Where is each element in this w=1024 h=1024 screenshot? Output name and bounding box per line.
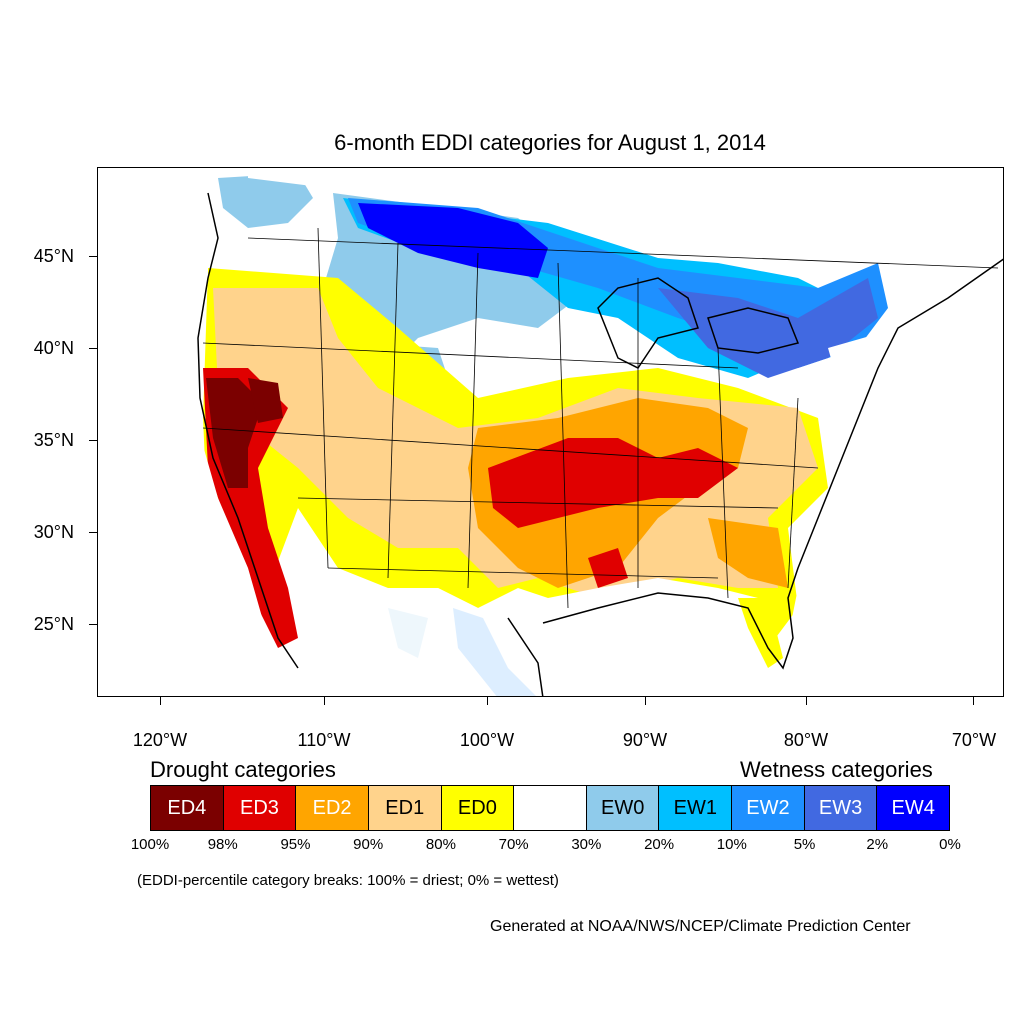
- legend-box-ed3: ED3: [223, 786, 297, 830]
- lat-tick: [89, 532, 97, 533]
- legend-box-ed1: ED1: [368, 786, 442, 830]
- drought-ed4-nv: [248, 378, 283, 423]
- lat-tick: [89, 624, 97, 625]
- map-title: 6-month EDDI categories for August 1, 20…: [334, 130, 766, 155]
- percentile-label: 10%: [716, 836, 747, 853]
- drought-ed3: [488, 438, 738, 528]
- ocean-pacific: [98, 168, 297, 696]
- ocean-gulf: [508, 578, 778, 696]
- percentile-label: 98%: [207, 836, 238, 853]
- legend-box-ed0: ED0: [441, 786, 515, 830]
- drought-ed2-southeast: [708, 518, 788, 588]
- percentile-label: 2%: [866, 836, 889, 853]
- legend-box-ed4: ED4: [151, 786, 224, 830]
- percentile-label: 80%: [425, 836, 456, 853]
- legend-box-ew3: EW3: [804, 786, 878, 830]
- lon-tick: [973, 697, 974, 705]
- canada-mask: [248, 168, 1003, 263]
- wet-region-pnw: [218, 173, 313, 228]
- lon-label-80w: 80°W: [783, 730, 829, 750]
- wet-region-north-ew4: [358, 203, 548, 278]
- lon-tick: [645, 697, 646, 705]
- lat-tick: [89, 348, 97, 349]
- percentile-label: 95%: [280, 836, 311, 853]
- percentile-label: 30%: [571, 836, 602, 853]
- lon-label-110w: 110°W: [297, 730, 351, 750]
- percentile-label: 5%: [793, 836, 816, 853]
- lon-tick: [487, 697, 488, 705]
- lat-label-35: 35°N: [33, 430, 74, 450]
- percentile-label: 0%: [939, 836, 961, 853]
- state-borders: [202, 227, 999, 609]
- map-canvas: [98, 168, 1003, 696]
- legend-box-normal: [514, 786, 587, 830]
- wetness-heading: Wetness categories: [740, 757, 933, 782]
- drought-ed3-la: [588, 548, 628, 588]
- lon-label-70w: 70°W: [951, 730, 997, 750]
- category-note: (EDDI-percentile category breaks: 100% =…: [137, 872, 559, 889]
- percentile-label: 20%: [644, 836, 675, 853]
- lat-label-45: 45°N: [33, 246, 74, 266]
- legend-box-ew2: EW2: [732, 786, 805, 830]
- percentile-label: 90%: [353, 836, 384, 853]
- lat-label-30: 30°N: [33, 522, 74, 542]
- lon-label-100w: 100°W: [459, 730, 515, 750]
- legend-box-ew4: EW4: [877, 786, 950, 830]
- lat-tick: [89, 440, 97, 441]
- legend-bar: ED4 ED3 ED2 ED1 ED0 EW0 EW1 EW2 EW3 EW4: [150, 785, 950, 831]
- drought-ca-ed4: [206, 378, 263, 488]
- lat-label-25: 25°N: [33, 614, 74, 634]
- wet-region-northeast-ew3: [658, 278, 878, 378]
- legend-box-ew1: EW1: [659, 786, 733, 830]
- percentile-label: 70%: [498, 836, 529, 853]
- lat-tick: [89, 256, 97, 257]
- legend-box-ew0: EW0: [586, 786, 660, 830]
- credit-line: Generated at NOAA/NWS/NCEP/Climate Predi…: [490, 918, 911, 935]
- lon-label-90w: 90°W: [622, 730, 668, 750]
- mexico-mask: [298, 588, 537, 696]
- drought-heading: Drought categories: [150, 757, 336, 782]
- eddi-map: [97, 167, 1004, 697]
- lon-label-120w: 120°W: [132, 730, 188, 750]
- legend-box-ed2: ED2: [296, 786, 369, 830]
- lon-tick: [806, 697, 807, 705]
- lon-tick: [160, 697, 161, 705]
- ocean-atlantic: [788, 288, 1003, 696]
- lon-tick: [324, 697, 325, 705]
- lat-label-40: 40°N: [33, 338, 74, 358]
- percentile-label: 100%: [130, 836, 170, 853]
